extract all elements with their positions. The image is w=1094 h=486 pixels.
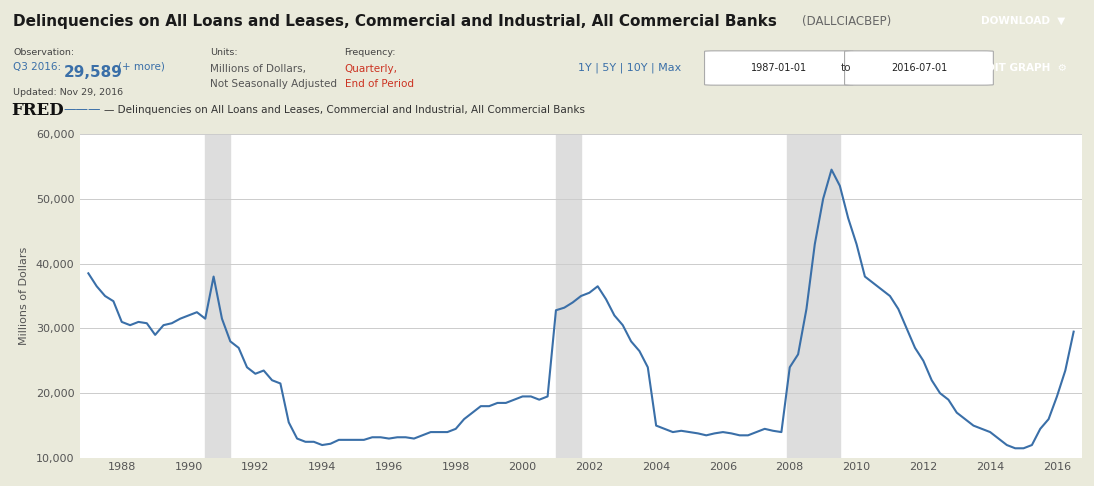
Text: — Delinquencies on All Loans and Leases, Commercial and Industrial, All Commerci: — Delinquencies on All Loans and Leases,…	[104, 105, 585, 115]
Text: DOWNLOAD  ▼: DOWNLOAD ▼	[980, 16, 1066, 26]
Text: Q3 2016:: Q3 2016:	[13, 62, 65, 72]
Text: Frequency:: Frequency:	[345, 48, 396, 57]
Bar	[787, 134, 840, 458]
Text: Observation:: Observation:	[13, 48, 74, 57]
Text: Delinquencies on All Loans and Leases, Commercial and Industrial, All Commercial: Delinquencies on All Loans and Leases, C…	[13, 14, 777, 29]
Bar	[206, 134, 231, 458]
Text: Millions of Dollars,: Millions of Dollars,	[210, 64, 306, 74]
Bar	[556, 134, 581, 458]
Text: 1Y | 5Y | 10Y | Max: 1Y | 5Y | 10Y | Max	[578, 63, 680, 73]
Text: 1987-01-01: 1987-01-01	[750, 63, 807, 73]
FancyBboxPatch shape	[705, 51, 853, 85]
Text: EDIT GRAPH  ⚙: EDIT GRAPH ⚙	[979, 63, 1067, 73]
Text: FRED: FRED	[11, 102, 63, 119]
Text: Quarterly,: Quarterly,	[345, 64, 397, 74]
Text: (DALLCIACBEP): (DALLCIACBEP)	[802, 15, 892, 28]
Text: Updated: Nov 29, 2016: Updated: Nov 29, 2016	[13, 88, 124, 97]
Text: Not Seasonally Adjusted: Not Seasonally Adjusted	[210, 79, 337, 89]
Text: ———: ———	[63, 104, 101, 117]
FancyBboxPatch shape	[845, 51, 993, 85]
Text: to: to	[840, 63, 851, 73]
Y-axis label: Millions of Dollars: Millions of Dollars	[19, 247, 28, 345]
Text: 2016-07-01: 2016-07-01	[891, 63, 947, 73]
Text: End of Period: End of Period	[345, 79, 414, 89]
Text: 29,589: 29,589	[63, 65, 123, 80]
Text: (+ more): (+ more)	[118, 62, 165, 72]
Text: Units:: Units:	[210, 48, 237, 57]
